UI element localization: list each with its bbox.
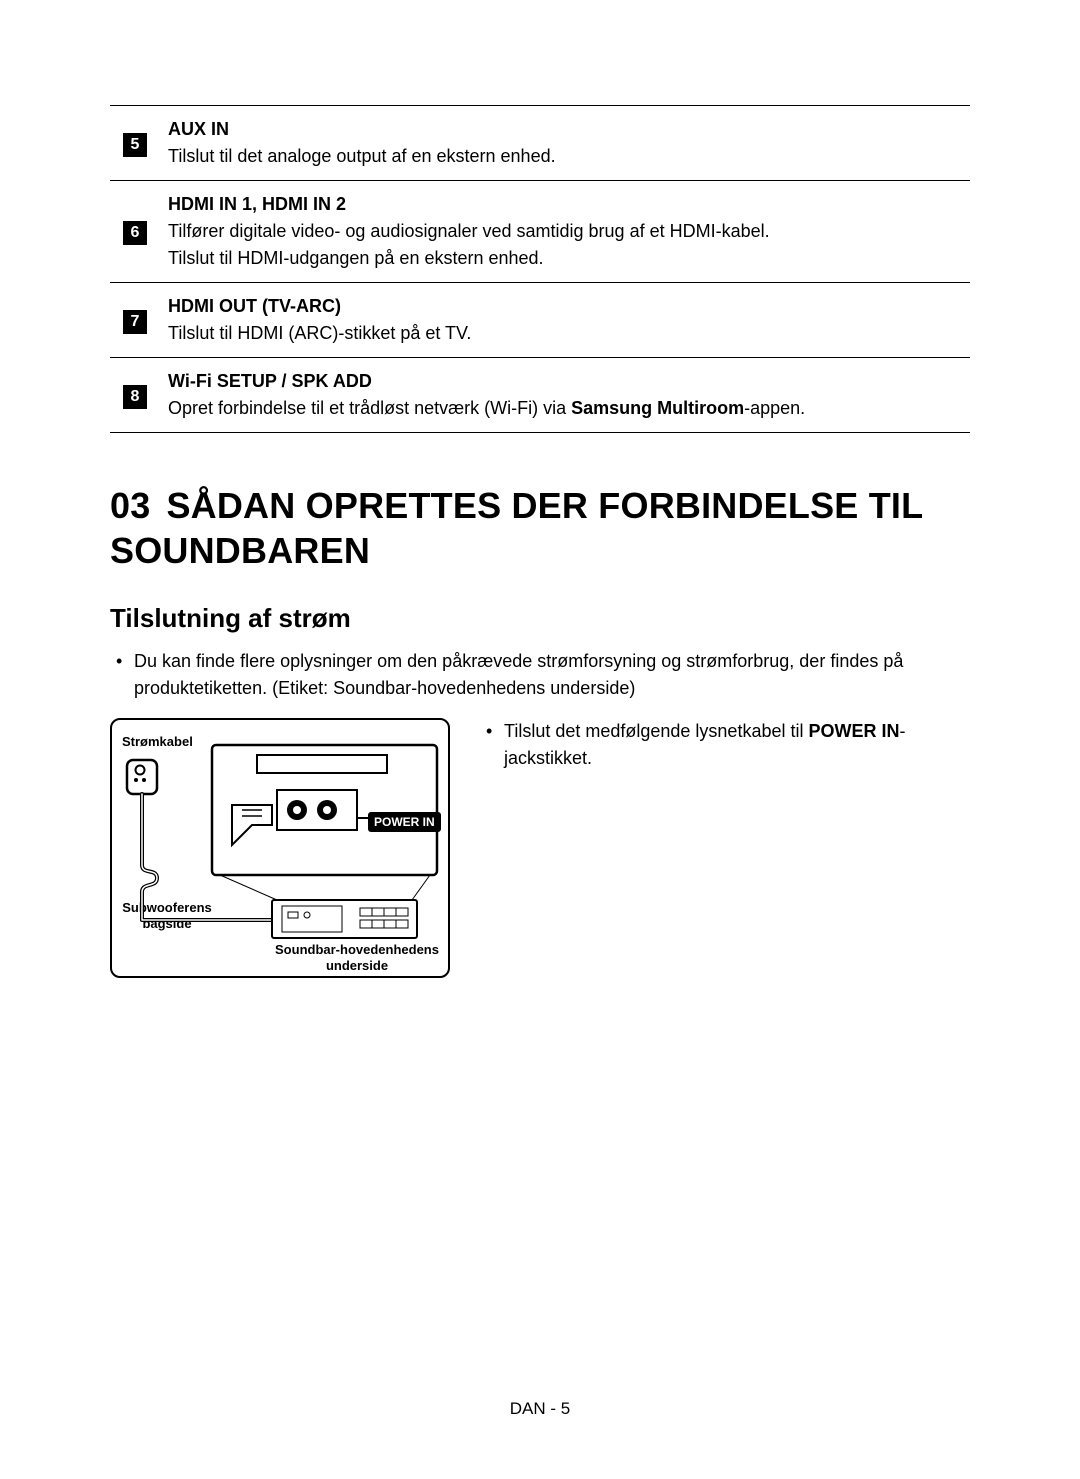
row-line: Tilslut til HDMI (ARC)-stikket på et TV. <box>168 320 962 347</box>
row-number-box: 7 <box>123 310 147 334</box>
row-number-cell: 7 <box>110 283 160 358</box>
diagram-label-soundbar: Soundbar-hovedenhedens underside <box>272 942 442 973</box>
row-line: Tilslut til HDMI-udgangen på en ekstern … <box>168 245 962 272</box>
row-number-cell: 5 <box>110 106 160 181</box>
power-in-badge: POWER IN <box>368 812 441 832</box>
table-row: 5 AUX INTilslut til det analoge output af… <box>110 106 970 181</box>
row-title: Wi-Fi SETUP / SPK ADD <box>168 368 962 395</box>
row-number-box: 5 <box>123 133 147 157</box>
bullet-list-right: Tilslut det medfølgende lysnetkabel til … <box>480 718 970 772</box>
table-row: 6 HDMI IN 1, HDMI IN 2Tilfører digitale v… <box>110 181 970 283</box>
row-description-cell: Wi-Fi SETUP / SPK ADDOpret forbindelse t… <box>160 358 970 433</box>
section-heading: 03SÅDAN OPRETTES DER FORBINDELSE TIL SOU… <box>110 483 970 573</box>
section-title: SÅDAN OPRETTES DER FORBINDELSE TIL SOUND… <box>110 485 923 571</box>
row-line: Tilfører digitale video- og audiosignale… <box>168 218 962 245</box>
section-number: 03 <box>110 485 150 526</box>
bullet-item: Du kan finde flere oplysninger om den på… <box>134 648 970 702</box>
row-number-cell: 6 <box>110 181 160 283</box>
diagram-label-subwoofer: Subwooferens bagside <box>122 900 212 931</box>
table-row: 8 Wi-Fi SETUP / SPK ADDOpret forbindelse … <box>110 358 970 433</box>
page-footer: DAN - 5 <box>0 1399 1080 1419</box>
bullet-item: Tilslut det medfølgende lysnetkabel til … <box>504 718 970 772</box>
row-line: Opret forbindelse til et trådløst netvær… <box>168 395 962 422</box>
row-number-cell: 8 <box>110 358 160 433</box>
ports-table: 5 AUX INTilslut til det analoge output af… <box>110 105 970 433</box>
row-title: HDMI IN 1, HDMI IN 2 <box>168 191 962 218</box>
subsection-heading: Tilslutning af strøm <box>110 603 970 634</box>
row-line: Tilslut til det analoge output af en eks… <box>168 143 962 170</box>
row-description-cell: AUX INTilslut til det analoge output af … <box>160 106 970 181</box>
diagram-svg <box>112 720 452 980</box>
diagram-label-power-cable: Strømkabel <box>122 734 193 750</box>
row-description-cell: HDMI IN 1, HDMI IN 2Tilfører digitale vi… <box>160 181 970 283</box>
bullet-list: Du kan finde flere oplysninger om den på… <box>110 648 970 702</box>
table-row: 7 HDMI OUT (TV-ARC)Tilslut til HDMI (ARC)… <box>110 283 970 358</box>
row-title: HDMI OUT (TV-ARC) <box>168 293 962 320</box>
power-diagram: Strømkabel Subwooferens bagside Soundbar… <box>110 718 450 978</box>
row-title: AUX IN <box>168 116 962 143</box>
row-description-cell: HDMI OUT (TV-ARC)Tilslut til HDMI (ARC)-… <box>160 283 970 358</box>
row-number-box: 8 <box>123 385 147 409</box>
row-number-box: 6 <box>123 221 147 245</box>
